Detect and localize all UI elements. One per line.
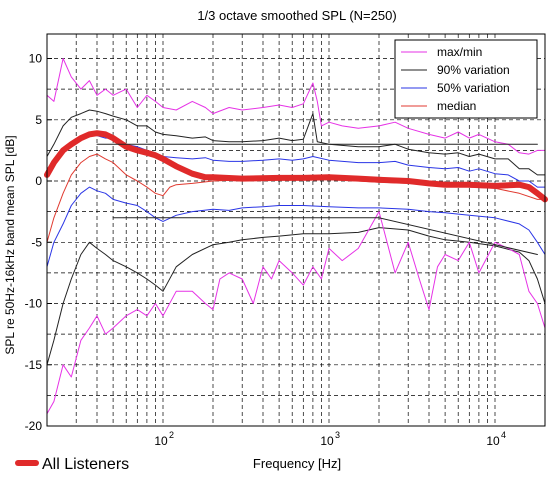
series-median: [46, 153, 546, 243]
legend-label: median: [437, 99, 476, 113]
legend: max/min 90% variation 50% variation median: [394, 39, 538, 119]
x-tick-label: 10: [486, 434, 500, 448]
y-tick-label: -5: [31, 235, 42, 249]
x-tick-exponent: 4: [501, 430, 506, 440]
series-layer: [44, 58, 548, 415]
x-tick-exponent: 3: [335, 430, 340, 440]
x-tick-label: 10: [320, 434, 334, 448]
series-90-upper: [46, 109, 546, 176]
series-50-lower: [46, 186, 546, 268]
series-50-upper: [46, 133, 546, 188]
legend-box: [394, 39, 538, 119]
all-listeners-legend: All Listeners: [15, 456, 129, 473]
y-tick-label: -20: [25, 419, 43, 433]
y-tick-label: 0: [35, 174, 42, 188]
plot-frame: [46, 33, 546, 427]
series-ref-line-bottom: [112, 217, 538, 255]
y-tick-label: 5: [35, 113, 42, 127]
series-min: [46, 211, 546, 415]
series-all-listeners: [44, 130, 548, 203]
x-tick-label: 10: [154, 434, 168, 448]
x-tick-exponent: 2: [169, 430, 174, 440]
all-listeners-label: All Listeners: [42, 456, 129, 473]
series-90-lower: [46, 227, 546, 366]
legend-label: 90% variation: [437, 63, 510, 77]
y-tick-label: -10: [25, 297, 43, 311]
y-axis-label: SPL re 50Hz-16kHz band mean SPL [dB]: [3, 135, 17, 354]
legend-label: max/min: [437, 45, 482, 59]
y-tick-label: -15: [25, 358, 43, 372]
x-axis-label: Frequency [Hz]: [253, 456, 341, 471]
chart-title: 1/3 octave smoothed SPL (N=250): [197, 8, 396, 23]
legend-label: 50% variation: [437, 81, 510, 95]
y-tick-label: 10: [29, 52, 43, 66]
series-max: [46, 58, 546, 155]
